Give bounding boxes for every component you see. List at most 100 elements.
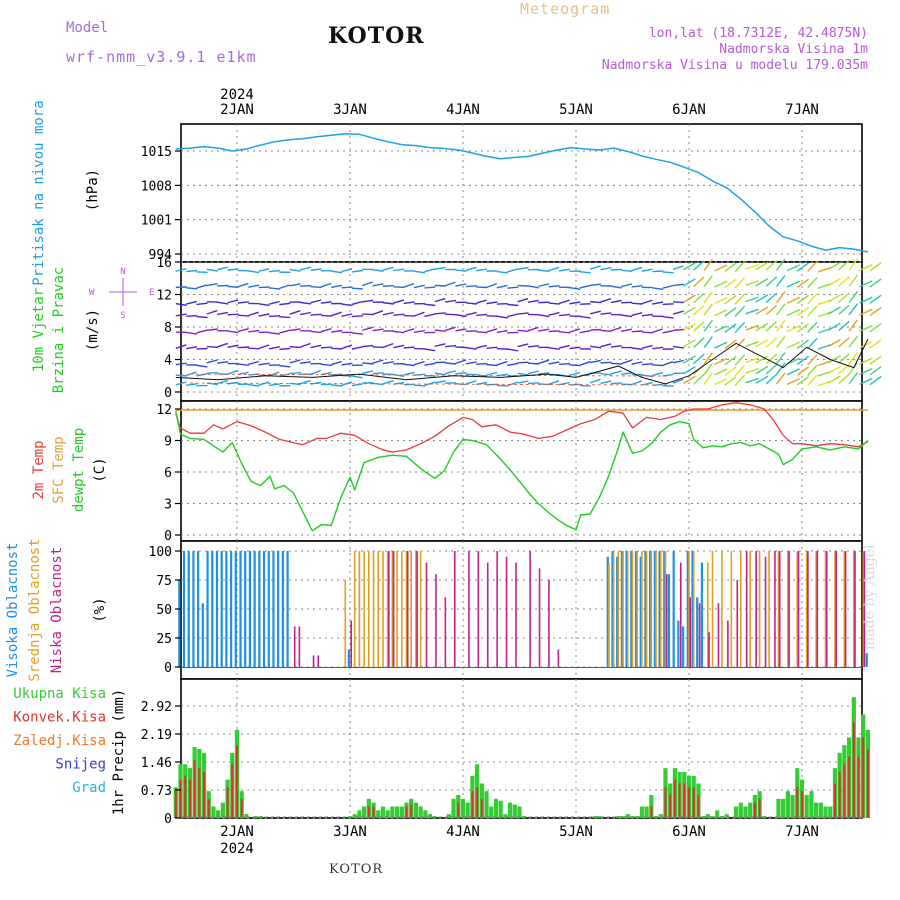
wind-barb — [703, 319, 713, 332]
wind-barb — [175, 374, 187, 377]
precip-bar-total — [512, 804, 517, 818]
wind-speed-line — [175, 338, 869, 385]
wind-barb — [403, 328, 415, 333]
wind-barb — [796, 307, 810, 317]
wind-barb — [403, 363, 415, 367]
wind-barb — [382, 266, 394, 271]
low-cloud-label: Niska Oblacnost — [49, 547, 65, 673]
wind-barb — [755, 338, 769, 348]
wind-barb — [641, 363, 653, 366]
wind-barb — [765, 260, 778, 271]
wind-barb — [279, 316, 291, 319]
wind-barb — [641, 299, 653, 305]
wind-barb — [828, 306, 841, 315]
y-tick-label: 50 — [156, 603, 172, 618]
wind-barb — [682, 365, 696, 375]
wind-barb — [299, 311, 312, 316]
wind-barb — [745, 263, 759, 270]
wind-barb — [610, 370, 622, 375]
wind-barb — [486, 346, 498, 350]
wind-barb — [838, 292, 850, 303]
wind-barb — [755, 375, 769, 384]
wind-barb — [279, 347, 291, 351]
wind-barb — [237, 301, 249, 304]
wind-barb — [600, 380, 612, 384]
wind-barb — [320, 301, 332, 304]
wind-barb — [693, 373, 705, 385]
wind-barb — [258, 268, 270, 273]
wind-barb — [569, 286, 581, 290]
wind-barb — [320, 328, 332, 333]
precip-bar-total — [616, 816, 621, 818]
wind-barb — [279, 329, 291, 334]
wind-barb — [186, 315, 198, 317]
wind-barb — [828, 338, 841, 348]
precip-bar-total — [390, 806, 395, 818]
wind-barb — [548, 302, 560, 305]
pressure-label: Pritisak na nivou mora — [31, 100, 47, 285]
compass-west: W — [89, 288, 95, 298]
wind-barb — [289, 359, 301, 364]
pressure-unit: (hPa) — [85, 169, 101, 211]
wind-barb — [382, 380, 394, 385]
precip-bar-total — [413, 802, 419, 818]
wind-barb — [589, 378, 601, 384]
wind-barb — [248, 360, 260, 366]
wind-barb — [196, 315, 208, 319]
wind-barb — [765, 304, 778, 316]
wind-barb — [445, 299, 457, 303]
wind-barb — [527, 370, 539, 375]
wind-barb — [859, 377, 873, 385]
wind-barb — [268, 383, 281, 387]
wind-barb — [569, 364, 581, 367]
wind-barb — [714, 325, 728, 333]
precip-bar-convective — [240, 798, 243, 818]
wind-barb — [579, 361, 591, 366]
wind-barb — [724, 355, 737, 366]
x-label-bottom: 6JAN — [672, 824, 706, 840]
wind-barb — [807, 354, 818, 366]
wind-barb — [682, 339, 696, 348]
precip-bar-total — [710, 816, 715, 818]
wind-barb — [299, 361, 312, 365]
wind-barb — [848, 290, 859, 304]
precip-bar-total — [809, 791, 814, 818]
wind-barb — [631, 312, 643, 317]
wind-barb — [869, 366, 882, 376]
wind-barb — [548, 266, 560, 272]
wind-barb — [620, 359, 632, 365]
precip-bar-convective — [852, 722, 855, 818]
precip-bar-total — [216, 810, 221, 818]
wind-barb — [682, 278, 696, 287]
wind-barb — [413, 329, 426, 333]
precip-bar-convective — [848, 756, 851, 818]
sfc-temp-label: SFC Temp — [51, 436, 67, 503]
wind-barb — [310, 299, 322, 304]
wind-barb — [610, 299, 622, 304]
wind-barb — [413, 284, 425, 289]
wind-barb — [496, 315, 508, 319]
wind-barb — [569, 328, 581, 333]
precip-bar-convective — [188, 779, 191, 818]
wind-barb — [838, 259, 850, 271]
precip-bar-total — [423, 810, 428, 818]
y-tick-label: 9 — [164, 435, 172, 450]
wind-barb — [424, 268, 436, 273]
wind-barb — [869, 306, 882, 317]
wind-barb — [631, 285, 643, 288]
wind-barb — [714, 280, 728, 288]
wind-barb — [807, 293, 818, 305]
wind-barb — [621, 314, 633, 318]
wind-barb — [703, 362, 713, 375]
wind-barb — [682, 375, 696, 385]
wind-barb — [734, 374, 746, 386]
wind-barb — [610, 382, 622, 385]
wind-barb — [186, 383, 198, 386]
wind-barb — [237, 346, 249, 349]
wind-barb — [424, 381, 436, 387]
year-label-top: 2024 — [220, 87, 254, 103]
wind-barb — [237, 314, 249, 317]
wind-barb — [652, 287, 664, 291]
wind-barb — [185, 300, 197, 305]
wind-barb — [496, 284, 508, 289]
